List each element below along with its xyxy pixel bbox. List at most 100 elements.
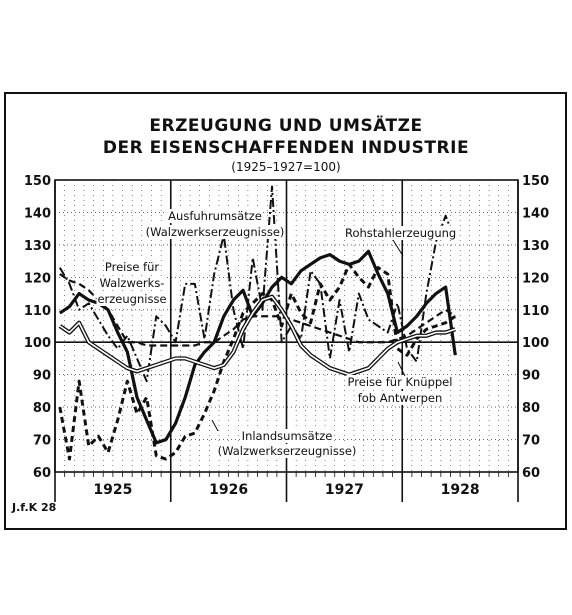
label-preise-sub1-bg <box>98 276 166 290</box>
label-preise-bg <box>103 260 161 274</box>
data-point <box>280 276 282 278</box>
data-point <box>68 331 70 333</box>
data-point <box>203 341 205 343</box>
data-point <box>78 380 80 382</box>
data-point <box>406 348 408 350</box>
label-rohstahl-bg <box>344 226 458 240</box>
data-point <box>271 286 273 288</box>
data-point <box>435 240 437 242</box>
data-point <box>444 286 446 288</box>
data-point <box>290 318 292 320</box>
y-tick-label-left: 140 <box>24 206 51 221</box>
data-point <box>232 299 234 301</box>
data-point <box>338 370 340 372</box>
data-point <box>454 240 456 242</box>
data-point <box>416 335 418 337</box>
data-point <box>116 360 118 362</box>
data-point <box>78 309 80 311</box>
data-point <box>203 412 205 414</box>
data-point <box>358 370 360 372</box>
leader-rohstahl <box>392 239 404 257</box>
y-tick-label-left: 150 <box>24 174 51 189</box>
data-point <box>155 315 157 317</box>
data-point <box>145 367 147 369</box>
data-point <box>435 292 437 294</box>
label-preise-sub1: Walzwerks- <box>100 276 165 290</box>
data-point <box>271 185 273 187</box>
data-point <box>213 273 215 275</box>
data-point <box>358 341 360 343</box>
data-point <box>97 435 99 437</box>
data-point <box>97 318 99 320</box>
data-point <box>242 328 244 330</box>
label-preise: Preise für <box>105 260 160 274</box>
data-point <box>184 283 186 285</box>
data-point <box>309 322 311 324</box>
x-year-label: 1925 <box>93 482 132 498</box>
data-point <box>387 348 389 350</box>
y-tick-label-left: 110 <box>24 304 51 319</box>
data-point <box>377 325 379 327</box>
data-point <box>242 348 244 350</box>
x-year-label: 1927 <box>325 482 364 498</box>
data-point <box>126 335 128 337</box>
y-tick-label-left: 80 <box>33 401 51 416</box>
x-year-label: 1926 <box>209 482 248 498</box>
data-point <box>425 328 427 330</box>
y-tick-label-left: 120 <box>24 271 51 286</box>
data-point <box>107 335 109 337</box>
data-point <box>165 360 167 362</box>
data-point <box>155 344 157 346</box>
data-point <box>126 341 128 343</box>
data-point <box>290 292 292 294</box>
data-point <box>377 273 379 275</box>
data-point <box>68 458 70 460</box>
data-point <box>319 360 321 362</box>
data-point <box>329 253 331 255</box>
data-point <box>329 357 331 359</box>
data-point <box>387 341 389 343</box>
data-point <box>435 325 437 327</box>
data-point <box>242 312 244 314</box>
data-point <box>232 328 234 330</box>
data-point <box>319 257 321 259</box>
data-point <box>88 445 90 447</box>
x-year-label: 1928 <box>441 482 480 498</box>
data-point <box>329 299 331 301</box>
data-point <box>271 296 273 298</box>
data-point <box>184 396 186 398</box>
data-point <box>223 335 225 337</box>
y-tick-label-left: 70 <box>33 434 51 449</box>
data-point <box>165 344 167 346</box>
chart-credit: J.f.K 28 <box>12 501 57 514</box>
data-point <box>232 351 234 353</box>
data-point <box>116 331 118 333</box>
data-point <box>435 331 437 333</box>
data-point <box>406 325 408 327</box>
data-point <box>435 315 437 317</box>
y-tick-label-right: 70 <box>522 434 540 449</box>
data-point <box>406 338 408 340</box>
data-point <box>300 312 302 314</box>
data-point <box>300 270 302 272</box>
data-point <box>377 266 379 268</box>
data-point <box>116 419 118 421</box>
label-ausfuhr-sub-bg <box>144 225 286 239</box>
label-knueppel: Preise für Knüppel <box>348 375 453 389</box>
data-point <box>396 302 398 304</box>
data-point <box>338 299 340 301</box>
label-ausfuhr: Ausfuhrumsätze <box>168 209 262 223</box>
data-point <box>203 351 205 353</box>
data-point <box>194 360 196 362</box>
data-point <box>155 455 157 457</box>
data-point <box>425 335 427 337</box>
y-tick-label-right: 90 <box>522 369 540 384</box>
data-point <box>78 322 80 324</box>
data-point <box>396 348 398 350</box>
data-point <box>309 270 311 272</box>
data-point <box>223 315 225 317</box>
y-tick-label-right: 150 <box>522 174 549 189</box>
data-point <box>387 292 389 294</box>
chart-subtitle: DER EISENSCHAFFENDEN INDUSTRIE <box>102 138 470 158</box>
data-point <box>107 354 109 356</box>
